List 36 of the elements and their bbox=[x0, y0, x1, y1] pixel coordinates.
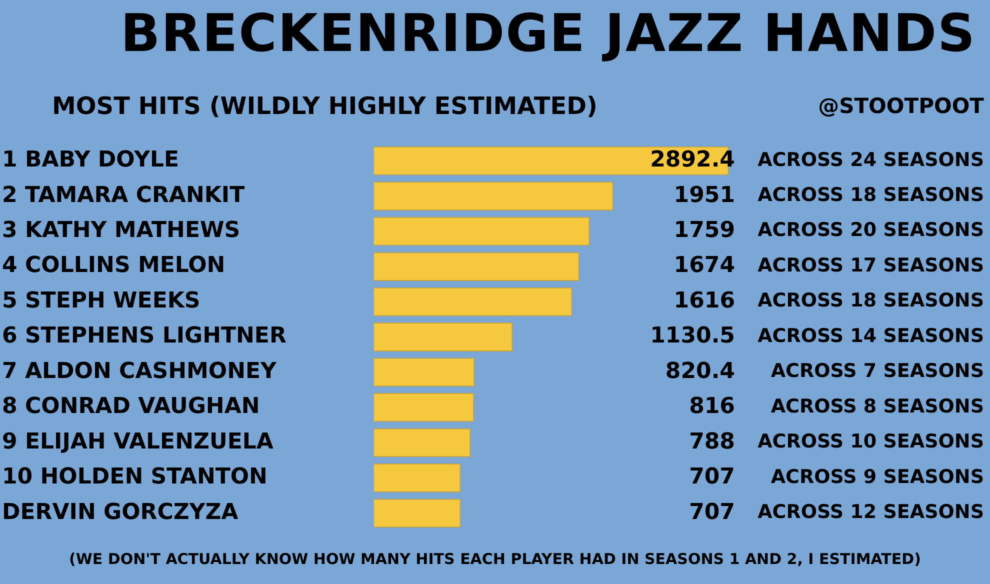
data-label: 788 bbox=[689, 429, 735, 454]
chart-title: BRECKENRIDGE JAZZ HANDS bbox=[119, 4, 977, 64]
data-label: 820.4 bbox=[665, 358, 735, 384]
text: (WE DON'T ACTUALLY KNOW HOW MANY HITS EACH PLAYER HAD IN SEASONS 1 AND 2, I ESTIMATED) bbox=[68, 550, 922, 568]
text: ACROSS 17 SEASONS bbox=[758, 254, 984, 276]
text: ACROSS 24 SEASONS bbox=[758, 148, 984, 171]
text: ACROSS 18 SEASONS bbox=[758, 290, 984, 312]
y-tick-label: 7 ALDON CASHMONEY bbox=[2, 358, 278, 384]
data-label: 707 bbox=[689, 500, 735, 525]
y-tick-label: DERVIN GORCZYZA bbox=[2, 500, 238, 525]
text: ACROSS 9 SEASONS bbox=[770, 466, 984, 488]
chart-subtitle: MOST HITS (WILDLY HIGHLY ESTIMATED) bbox=[52, 92, 598, 120]
y-tick-label: 5 STEPH WEEKS bbox=[2, 288, 200, 314]
y-tick-label: 9 ELIJAH VALENZUELA bbox=[2, 429, 274, 454]
text: ACROSS 7 SEASONS bbox=[770, 360, 984, 382]
y-tick-label: 1 BABY DOYLE bbox=[2, 148, 180, 173]
y-tick-label: 4 COLLINS MELON bbox=[2, 253, 226, 278]
data-label: 816 bbox=[689, 394, 735, 420]
text: ACROSS 8 SEASONS bbox=[770, 395, 984, 418]
data-label: 1130.5 bbox=[650, 324, 735, 349]
data-label: 1951 bbox=[674, 182, 735, 208]
text: ACROSS 14 SEASONS bbox=[758, 324, 984, 347]
data-label: 707 bbox=[689, 464, 735, 490]
text: ACROSS 18 SEASONS bbox=[758, 184, 984, 206]
text: ACROSS 20 SEASONS bbox=[758, 219, 984, 242]
y-tick-label: 2 TAMARA CRANKIT bbox=[2, 182, 245, 208]
y-tick-label: 10 HOLDEN STANTON bbox=[2, 464, 268, 490]
y-tick-label: 3 KATHY MATHEWS bbox=[2, 218, 240, 244]
text: @STOOTPOOT bbox=[818, 94, 984, 118]
y-tick-label: 8 CONRAD VAUGHAN bbox=[2, 394, 260, 420]
data-label: 1616 bbox=[674, 288, 735, 314]
data-label: 1674 bbox=[674, 253, 735, 278]
text: ACROSS 12 SEASONS bbox=[758, 501, 984, 524]
text: ACROSS 10 SEASONS bbox=[758, 430, 984, 453]
y-tick-label: 6 STEPHENS LIGHTNER bbox=[2, 324, 286, 349]
data-label: 1759 bbox=[674, 218, 735, 244]
